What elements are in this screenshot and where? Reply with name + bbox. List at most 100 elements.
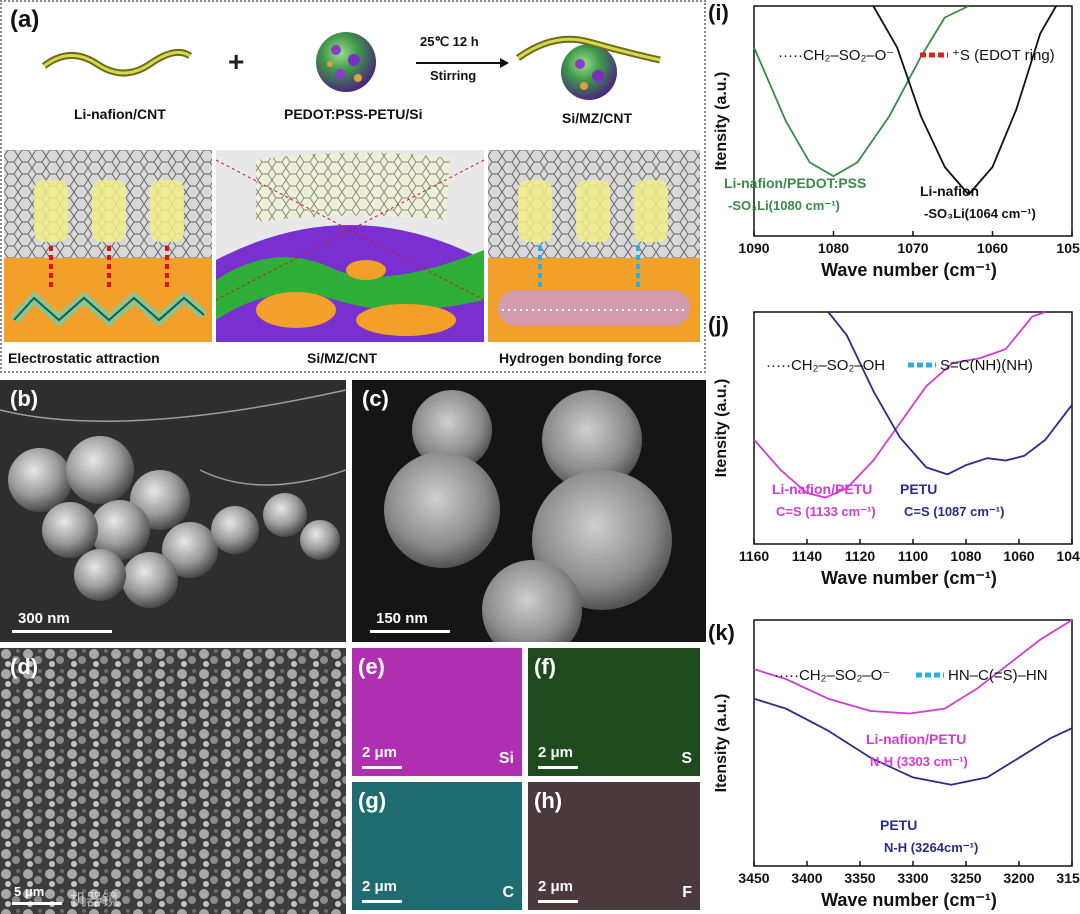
annotation-title: Li-nafion [920,183,979,199]
y-axis-label: Itensity (a.u.) [713,379,730,478]
series-line-1 [827,311,1073,476]
annotation-sub: C=S (1087 cm⁻¹) [904,504,1004,519]
reaction-condition: 25℃ 12 h [420,34,479,49]
scalebar-c [370,630,450,633]
annotation-sub: -SO₃Li(1064 cm⁻¹) [924,206,1036,221]
x-tick-label: 3250 [950,870,981,886]
annotation-sub: C=S (1133 cm⁻¹) [776,504,876,519]
ftir-charts: (i) 1090 1080 1070 1060 1050 Wave number (cm⁻¹… [708,0,1080,910]
x-tick-label: 3150 [1056,870,1080,886]
x-tick-label: 1140 [792,548,823,564]
scalebar-g [362,900,402,903]
x-tick-label: 1090 [738,240,769,256]
x-tick-label: 1120 [845,548,876,564]
panel-c-label: (c) [362,386,389,411]
reactant2-label: PEDOT:PSS-PETU/Si [284,106,423,122]
molecule-chain: ·····CH₂–SO₂–OH [766,357,885,374]
x-tick-label: 1060 [977,240,1008,256]
annotation-sub: N-H (3264cm⁻¹) [884,840,978,855]
scale-text-f: 2 μm [538,744,574,761]
annotation-sub: -SO₃Li(1080 cm⁻¹) [728,198,840,213]
panel-f-label: (f) [534,654,556,679]
x-tick-label: 1070 [897,240,928,256]
plus-sign: + [228,46,245,77]
scale-text-d: 5 μm [14,884,45,899]
sem-image-c [352,380,706,642]
panel-a-label: (a) [10,6,40,33]
element-h: F [682,884,692,901]
sub-right [488,150,700,342]
x-tick-label: 3350 [844,870,875,886]
panel-b: (b) 300 nm [0,380,346,642]
annotation-title: PETU [880,817,917,833]
x-tick-label: 1060 [1003,548,1034,564]
sphere-illustration [316,32,376,92]
molecule-partner: ⁺S (EDOT ring) [952,47,1055,64]
sem-image-d [0,648,346,914]
annotation-sub: N-H (3303 cm⁻¹) [870,754,968,769]
panel-e: (e) 2 μm Si [352,648,522,776]
x-tick-label: 1040 [1056,548,1080,564]
watermark: 机器镜 [70,890,119,909]
annotation-title: Li-nafion/PETU [772,481,872,497]
scalebar-h [538,900,578,903]
panel-h: (h) 2 μm F [528,782,700,910]
x-tick-label: 3300 [897,870,928,886]
x-tick-label: 1080 [818,240,849,256]
scalebar-b [12,630,112,633]
x-tick-label: 3450 [738,870,769,886]
series-line-0 [753,311,1046,499]
reactant1-label: Li-nafion/CNT [74,106,166,122]
x-tick-label: 3200 [1003,870,1034,886]
electrostatic-illustration [4,150,212,342]
sub-right-caption: Hydrogen bonding force [499,350,662,366]
annotation-title: Li-nafion/PETU [866,731,966,747]
panel-g: (g) 2 μm C [352,782,522,910]
series-line-1 [872,5,1057,196]
x-tick-label: 1080 [950,548,981,564]
y-axis-label: Itensity (a.u.) [713,694,730,793]
element-g: C [502,884,514,901]
chart-panel-label: (i) [708,0,729,25]
scale-text-e: 2 μm [362,744,398,761]
hydrogen-bond-illustration [488,150,700,342]
scale-text-b: 300 nm [18,610,70,627]
molecule-partner: S=C(NH)(NH) [940,357,1033,374]
scalebar-e [362,766,402,769]
product-illustration [515,35,661,100]
x-axis-label: Wave number (cm⁻¹) [821,568,997,588]
scale-text-g: 2 μm [362,878,398,895]
x-tick-label: 3400 [791,870,822,886]
sem-image-b [0,380,346,642]
reaction-arrow-icon [416,58,509,68]
x-axis-label: Wave number (cm⁻¹) [821,260,997,280]
chart-panel-label: (j) [708,312,729,337]
product-label: Si/MZ/CNT [562,110,632,126]
panel-f: (f) 2 μm S [528,648,700,776]
x-tick-label: 1160 [739,548,770,564]
chart-panel-label: (k) [708,620,735,645]
element-e: Si [498,750,514,767]
x-tick-label: 1100 [898,548,929,564]
scale-text-h: 2 μm [538,878,574,895]
cnt-wave-illustration [42,48,192,77]
sub-left-caption: Electrostatic attraction [8,350,160,366]
y-axis-label: Itensity (a.u.) [713,72,730,171]
molecule-chain: ·····CH₂–SO₂–O⁻ [778,47,894,64]
series-line-1 [753,697,1073,786]
x-tick-label: 1050 [1056,240,1080,256]
reaction-action: Stirring [430,68,477,83]
scalebar-d [12,902,62,905]
panel-a: (a) Li-nafion/CNT + PEDOT:PSS-PETU/Si 25… [0,0,706,373]
panel-d: (d) 5 μm 机器镜 [0,648,346,914]
panel-g-label: (g) [358,788,387,813]
panel-h-label: (h) [534,788,563,813]
series-line-0 [753,619,1073,715]
panel-c: (c) 150 nm [352,380,706,642]
sub-middle [216,150,484,342]
molecule-partner: HN–C(=S)–HN [948,667,1048,684]
scale-text-c: 150 nm [376,610,428,627]
sub-left [4,150,212,342]
sub-middle-caption: Si/MZ/CNT [307,350,377,366]
annotation-title: PETU [900,481,937,497]
